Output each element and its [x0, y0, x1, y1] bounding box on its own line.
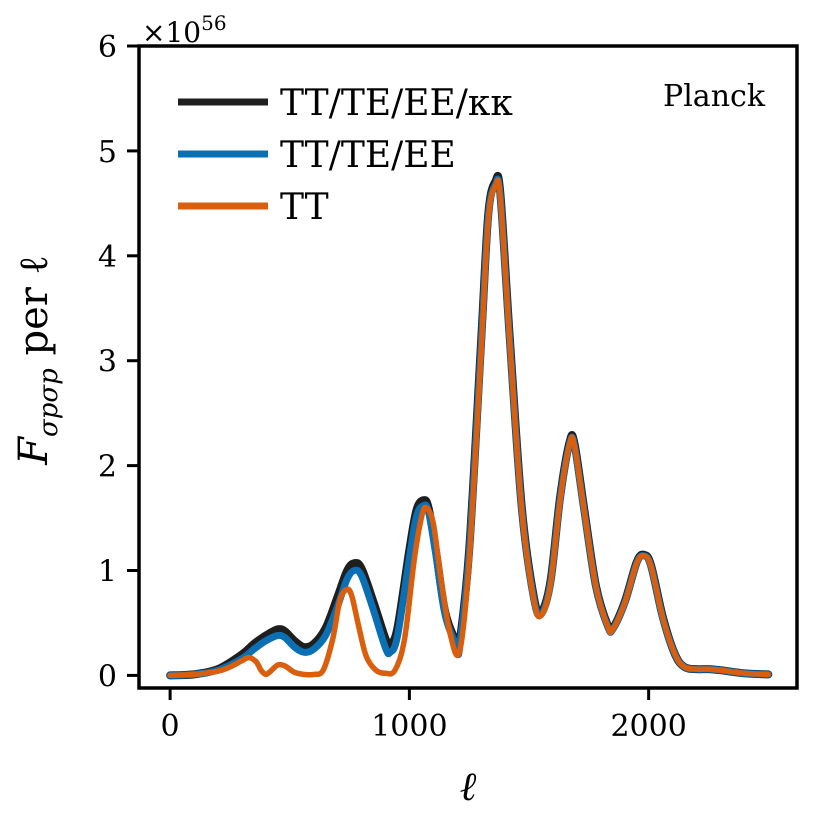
- series-line-3: [167, 177, 772, 679]
- y-axis-label-subscript: σpσp: [34, 368, 64, 437]
- y-tick-label: 3: [98, 345, 117, 380]
- series-line-1: [166, 171, 773, 680]
- x-tick-label: 1000: [371, 709, 447, 744]
- x-tick-label: 2000: [610, 709, 686, 744]
- y-tick-label: 1: [98, 555, 117, 590]
- annotation-planck: Planck: [663, 79, 766, 114]
- legend-label-2: TT/TE/EE: [280, 135, 456, 176]
- y-axis-label: Fσpσp per ℓ: [11, 255, 64, 466]
- legend-label-3: TT: [280, 187, 329, 228]
- y-multiplier-exponent: 56: [201, 11, 226, 35]
- plot-frame: [137, 44, 799, 690]
- y-multiplier-base: ×10: [142, 16, 201, 49]
- legend: TT/TE/EE/κκ TT/TE/EE TT: [178, 83, 513, 228]
- x-tick-label: 0: [161, 709, 180, 744]
- y-tick-label: 2: [98, 450, 117, 485]
- y-axis-label-main: F: [11, 436, 57, 466]
- y-axis-label-rest: per ℓ: [11, 255, 57, 368]
- y-multiplier-label: ×1056: [142, 11, 227, 49]
- ticks-layer: 0 1000 2000 0 1 2 3 4 5 6: [98, 30, 687, 744]
- legend-label-1: TT/TE/EE/κκ: [280, 83, 513, 124]
- x-axis-label: ℓ: [460, 764, 477, 810]
- y-tick-label: 5: [98, 135, 117, 170]
- y-tick-label: 0: [98, 659, 117, 694]
- y-tick-label: 4: [98, 240, 117, 275]
- series-line-2: [166, 175, 772, 679]
- y-tick-label: 6: [98, 30, 117, 65]
- series-layer: [166, 171, 773, 680]
